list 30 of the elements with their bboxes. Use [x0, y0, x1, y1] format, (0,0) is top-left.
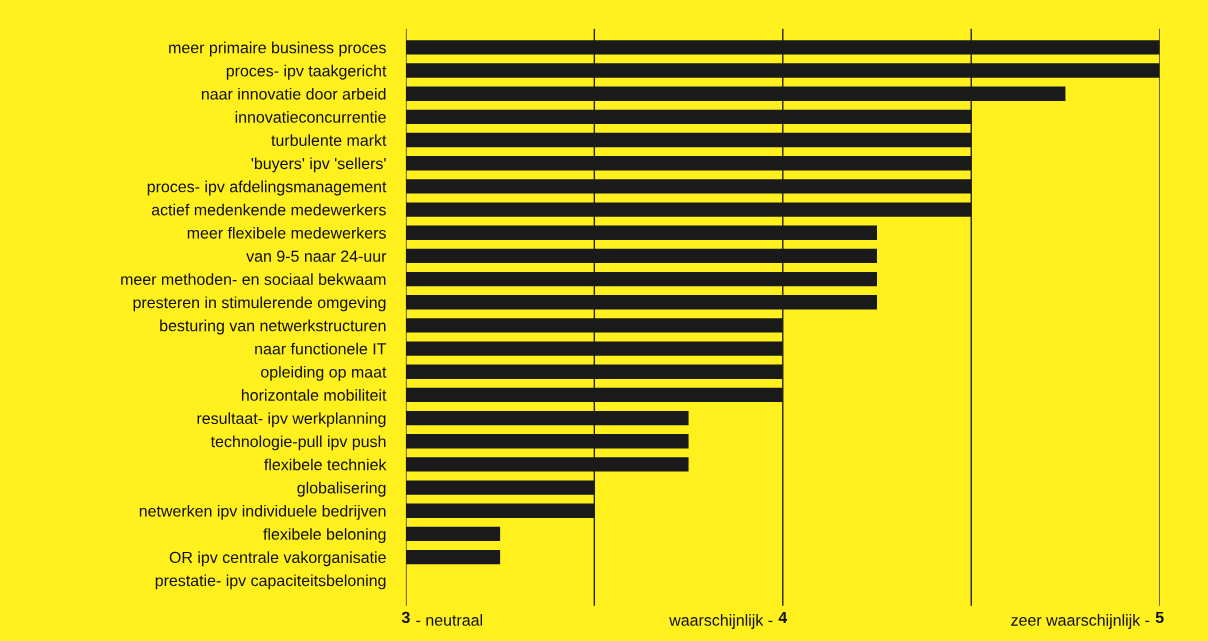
y-tick-label: van 9-5 naar 24-uur — [246, 250, 387, 262]
y-tick-label: resultaat- ipv werkplanning — [197, 412, 386, 428]
text: - neutraal — [416, 614, 483, 626]
y-tick-label: proces- ipv afdelingsmanagement — [147, 180, 387, 196]
text: waarschijnlijk - — [669, 614, 773, 629]
y-tick-label: actief medenkende medewerkers — [151, 203, 386, 216]
y-tick-label: besturing van netwerkstructuren — [160, 319, 386, 335]
y-tick-label: 'buyers' ipv 'sellers' — [251, 157, 386, 173]
x-tick-label: 3 — [401, 611, 410, 624]
y-tick-label: innovatieconcurrentie — [235, 111, 386, 123]
y-tick-label: netwerken ipv individuele bedrijven — [139, 504, 386, 520]
y-tick-label: meer primaire business proces — [169, 41, 386, 57]
x-tick-label: 5 — [1155, 611, 1164, 624]
y-tick-label: technologie-pull ipv push — [210, 435, 386, 451]
y-tick-label: meer flexibele medewerkers — [187, 226, 386, 239]
y-tick-label: OR ipv centrale vakorganisatie — [169, 551, 386, 567]
x-tick-label: 4 — [778, 611, 788, 623]
y-tick-label: meer methoden- en sociaal bekwaam — [121, 273, 386, 286]
y-tick-label: naar innovatie door arbeid — [201, 87, 386, 100]
y-tick-label: flexibele beloning — [263, 528, 386, 544]
y-tick-label: opleiding op maat — [261, 365, 387, 381]
y-tick-label: turbulente markt — [271, 134, 387, 146]
y-tick-label: proces- ipv taakgericht — [226, 64, 387, 80]
y-tick-label: presteren in stimulerende omgeving — [133, 296, 386, 312]
y-tick-label: prestatie- ipv capaciteitsbeloning — [155, 574, 386, 590]
y-tick-label: horizontale mobiliteit — [241, 389, 387, 401]
y-tick-label: naar functionele IT — [255, 342, 387, 355]
text: zeer waarschijnlijk - — [1011, 614, 1150, 629]
y-tick-label: globalisering — [297, 481, 386, 497]
y-tick-label: flexibele techniek — [264, 458, 387, 471]
